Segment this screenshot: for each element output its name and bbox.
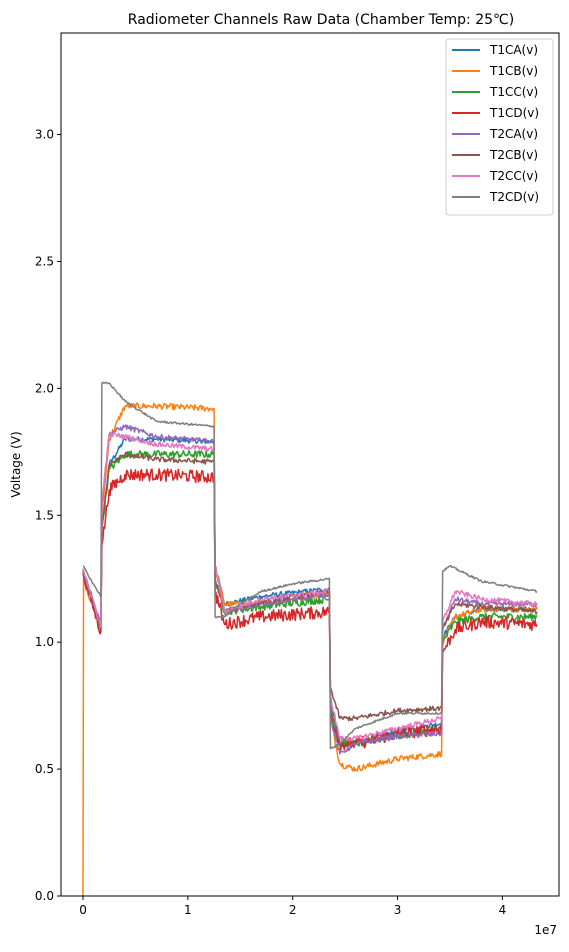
y-tick-label: 0.0 (35, 889, 54, 903)
x-tick-label: 3 (394, 903, 402, 917)
series-line-t1cdv (83, 469, 537, 750)
series-line-t1ccv (83, 451, 537, 748)
x-tick-label: 0 (79, 903, 87, 917)
x-tick-label: 4 (499, 903, 507, 917)
legend-label: T1CC(v) (489, 85, 538, 99)
series-line-t2ccv (83, 432, 537, 741)
chart-title: Radiometer Channels Raw Data (Chamber Te… (128, 12, 514, 28)
series-line-t1cbv (83, 403, 537, 896)
x-tick-label: 2 (289, 903, 297, 917)
series-line-t2cbv (83, 452, 537, 720)
series-line-t1cav (83, 437, 537, 746)
y-tick-label: 2.0 (35, 381, 54, 395)
x-tick-label: 1 (184, 903, 192, 917)
y-tick-label: 2.5 (35, 254, 54, 268)
y-axis-label: Voltage (V) (9, 431, 23, 497)
legend-label: T2CB(v) (489, 148, 538, 162)
legend-label: T2CC(v) (489, 169, 538, 183)
y-tick-label: 1.5 (35, 508, 54, 522)
x-axis-offset-label: 1e7 (534, 923, 557, 937)
legend: T1CA(v) T1CB(v) T1CC(v) T1CD(v) T2CA(v) T2CB(… (446, 39, 553, 215)
y-tick-label: 3.0 (35, 128, 54, 142)
series-layer (83, 382, 537, 896)
legend-label: T1CB(v) (489, 64, 538, 78)
y-tick-label: 0.5 (35, 762, 54, 776)
legend-label: T2CA(v) (489, 127, 538, 141)
legend-label: T1CA(v) (489, 43, 538, 57)
legend-label: T1CD(v) (489, 106, 539, 120)
y-tick-label: 1.0 (35, 635, 54, 649)
legend-label: T2CD(v) (489, 190, 539, 204)
